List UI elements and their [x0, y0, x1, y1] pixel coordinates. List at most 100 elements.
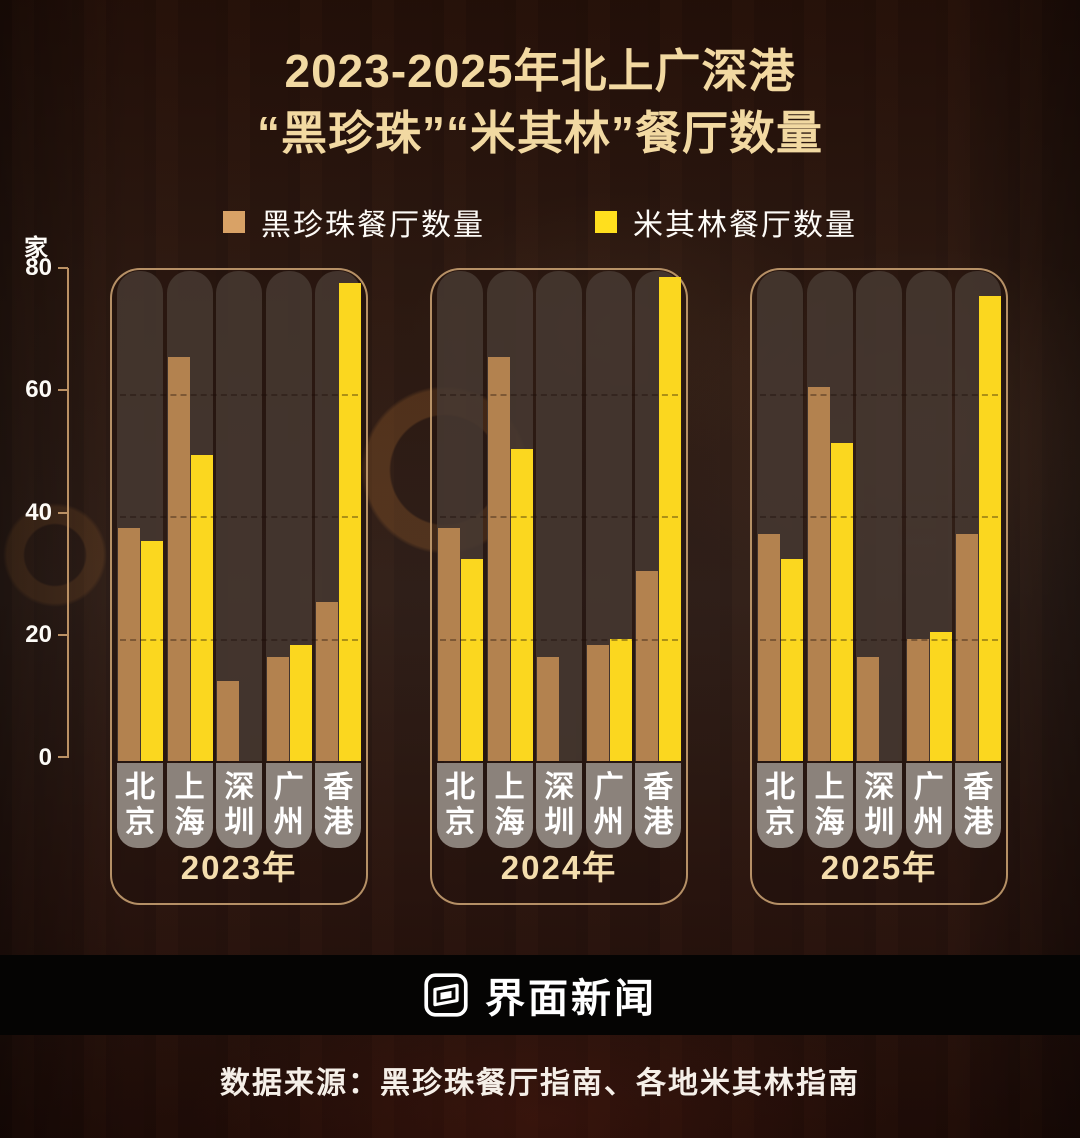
city-label-char: 上	[814, 771, 845, 804]
city-label-char: 深	[864, 771, 895, 804]
year-group-2023: 北京上海深圳广州香港 2023年	[110, 268, 368, 905]
gridline-20	[760, 638, 998, 641]
chart-title-line1: 2023-2025年北上广深港	[284, 45, 796, 97]
michelin-bar	[141, 540, 164, 761]
city-label-char: 圳	[864, 806, 895, 839]
year-label: 2025年	[820, 849, 938, 886]
y-tick	[58, 756, 68, 758]
black-pearl-bar	[807, 387, 830, 761]
year-group-2024: 北京上海深圳广州香港 2024年	[430, 268, 688, 905]
michelin-bar	[929, 632, 952, 761]
gridline-40	[120, 516, 358, 518]
column-track	[216, 271, 263, 761]
city-column-2: 上海	[166, 271, 213, 848]
gridline-60	[760, 393, 998, 396]
city-label-char: 京	[445, 806, 476, 839]
black-pearl-bar	[586, 644, 609, 761]
black-pearl-bar	[266, 656, 289, 761]
city-label: 广州	[905, 763, 952, 848]
city-column-3: 深圳	[856, 271, 903, 848]
y-axis-line	[67, 268, 69, 758]
city-label-char: 深	[544, 771, 575, 804]
city-label-char: 州	[593, 806, 624, 839]
michelin-bar	[461, 558, 484, 761]
data-source-note: 数据来源：黑珍珠餐厅指南、各地米其林指南	[220, 1067, 860, 1100]
city-column-5: 香港	[635, 271, 682, 848]
city-label-char: 上	[174, 771, 205, 804]
black-pearl-bar	[167, 356, 190, 761]
city-label-char: 港	[643, 806, 674, 839]
city-label: 香港	[315, 763, 362, 848]
city-column-2: 上海	[486, 271, 533, 848]
black-pearl-bar	[438, 528, 461, 761]
city-label-char: 海	[174, 806, 205, 839]
city-label-char: 圳	[544, 806, 575, 839]
y-tick	[58, 267, 68, 269]
city-label-char: 州	[913, 806, 944, 839]
city-label: 广州	[585, 763, 632, 848]
publisher-bar: 界面新闻	[0, 955, 1080, 1035]
city-label: 深圳	[856, 763, 903, 848]
pills-row: 北京上海深圳广州香港	[117, 271, 362, 848]
gridline-40	[440, 516, 678, 518]
michelin-bar	[609, 638, 632, 761]
city-label: 北京	[757, 763, 804, 848]
city-label: 上海	[166, 763, 213, 848]
city-column-3: 深圳	[536, 271, 583, 848]
y-tick	[58, 389, 68, 391]
y-tick	[58, 512, 68, 514]
city-label: 北京	[117, 763, 164, 848]
city-label-char: 海	[494, 806, 525, 839]
y-tick	[58, 634, 68, 636]
legend-item-michelin: 米其林餐厅数量	[595, 200, 857, 244]
city-label-char: 海	[814, 806, 845, 839]
pills-row: 北京上海深圳广州香港	[437, 271, 682, 848]
city-label-char: 北	[445, 771, 476, 804]
y-tick-label-20: 20	[25, 621, 52, 648]
year-label: 2024年	[500, 849, 618, 886]
city-label-char: 北	[765, 771, 796, 804]
legend-item-black-pearl: 黑珍珠餐厅数量	[223, 200, 485, 244]
city-label-char: 港	[323, 806, 354, 839]
city-column-5: 香港	[955, 271, 1002, 848]
gridline-40	[760, 516, 998, 518]
city-column-1: 北京	[437, 271, 484, 848]
black-pearl-bar	[217, 681, 240, 761]
legend-label: 米其林餐厅数量	[633, 209, 857, 242]
michelin-bar	[979, 295, 1002, 761]
city-label-char: 北	[125, 771, 156, 804]
gridline-60	[120, 393, 358, 396]
michelin-bar	[830, 442, 853, 761]
city-label-char: 广	[273, 771, 304, 804]
michelin-bar	[339, 283, 362, 761]
black-pearl-bar	[487, 356, 510, 761]
city-label: 香港	[955, 763, 1002, 848]
city-label-char: 香	[963, 771, 994, 804]
city-label-char: 香	[643, 771, 674, 804]
black-pearl-bar	[636, 571, 659, 761]
michelin-bar	[659, 277, 682, 761]
city-label-char: 深	[224, 771, 255, 804]
city-label: 广州	[265, 763, 312, 848]
city-label: 深圳	[536, 763, 583, 848]
gridline-20	[440, 638, 678, 641]
year-label: 2023年	[180, 849, 298, 886]
black-pearl-bar	[906, 638, 929, 761]
y-tick-label-0: 0	[38, 744, 52, 771]
city-label-char: 京	[765, 806, 796, 839]
city-column-5: 香港	[315, 271, 362, 848]
michelin-bar	[781, 558, 804, 761]
city-column-4: 广州	[905, 271, 952, 848]
black-pearl-bar	[118, 528, 141, 761]
michelin-bar	[289, 644, 312, 761]
y-tick-label-80: 80	[25, 254, 52, 281]
michelin-bar	[190, 454, 213, 761]
city-label: 上海	[486, 763, 533, 848]
black-pearl-swatch-icon	[223, 211, 245, 233]
chart-title: 2023-2025年北上广深港 “黑珍珠”“米其林”餐厅数量	[0, 40, 1080, 164]
city-label-char: 上	[494, 771, 525, 804]
legend-label: 黑珍珠餐厅数量	[261, 209, 485, 242]
y-tick-label-40: 40	[25, 499, 52, 526]
city-label-char: 州	[273, 806, 304, 839]
